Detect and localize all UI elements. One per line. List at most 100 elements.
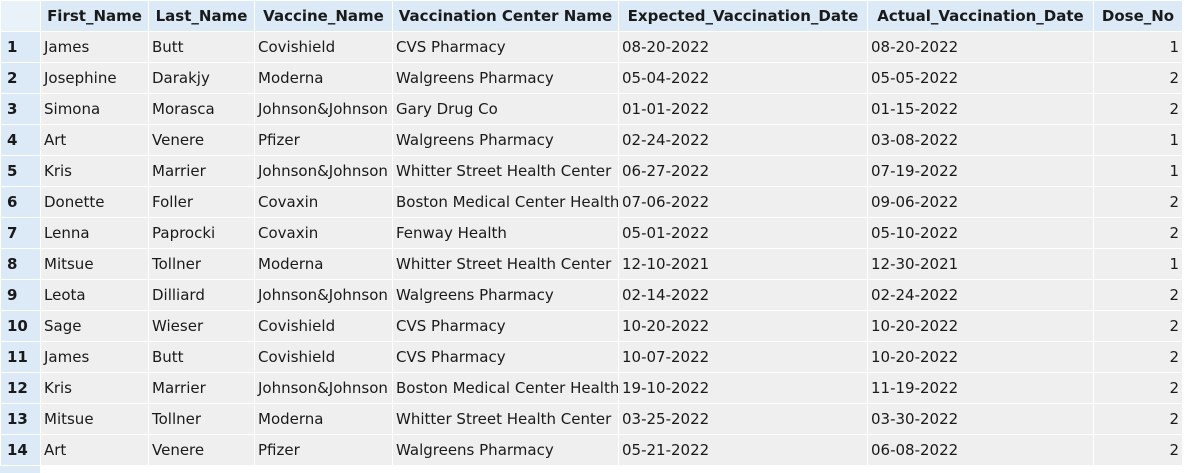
cell-vaccination-center-name[interactable]: Walgreens Pharmacy bbox=[392, 434, 619, 466]
cell-vaccination-center-name[interactable]: CVS Pharmacy bbox=[392, 31, 619, 63]
cell-actual-vaccination-date[interactable]: 03-30-2022 bbox=[867, 403, 1094, 435]
cell-first-name[interactable]: Mitsue bbox=[40, 248, 149, 280]
column-header-last-name[interactable]: Last_Name bbox=[148, 0, 255, 32]
row-number[interactable]: 8 bbox=[0, 248, 41, 280]
table-row[interactable]: 10 Sage Wieser Covishield CVS Pharmacy 10-20-… bbox=[0, 310, 1183, 342]
cell-dose-no[interactable]: 1 bbox=[1093, 31, 1183, 63]
cell-dose-no[interactable]: 1 bbox=[1093, 155, 1183, 187]
cell-vaccination-center-name[interactable]: Boston Medical Center Health bbox=[392, 372, 619, 404]
cell-last-name[interactable]: Paprocki bbox=[148, 217, 255, 249]
column-header-vaccination-center-name[interactable]: Vaccination Center Name bbox=[392, 0, 619, 32]
cell-dose-no[interactable]: 2 bbox=[1093, 279, 1183, 311]
cell-vaccination-center-name[interactable]: Whitter Street Health Center bbox=[392, 155, 619, 187]
cell-expected-vaccination-date[interactable]: 05-04-2022 bbox=[618, 62, 868, 94]
column-header-vaccine-name[interactable]: Vaccine_Name bbox=[254, 0, 393, 32]
cell-first-name[interactable]: Art bbox=[40, 434, 149, 466]
cell-vaccination-center-name[interactable]: Boston Medical Center Health bbox=[392, 186, 619, 218]
table-row[interactable]: 1 James Butt Covishield CVS Pharmacy 08-20-20… bbox=[0, 31, 1183, 63]
cell-dose-no[interactable]: 2 bbox=[1093, 62, 1183, 94]
cell-vaccine-name[interactable]: Pfizer bbox=[254, 434, 393, 466]
cell-vaccination-center-name[interactable]: CVS Pharmacy bbox=[392, 341, 619, 373]
column-header-actual-vaccination-date[interactable]: Actual_Vaccination_Date bbox=[867, 0, 1094, 32]
cell-last-name[interactable]: Butt bbox=[148, 31, 255, 63]
row-number[interactable]: 1 bbox=[0, 31, 41, 63]
cell-dose-no[interactable]: 2 bbox=[1093, 186, 1183, 218]
cell-last-name[interactable]: Tollner bbox=[148, 403, 255, 435]
cell-vaccination-center-name[interactable]: Walgreens Pharmacy bbox=[392, 279, 619, 311]
cell-last-name[interactable]: Marrier bbox=[148, 155, 255, 187]
table-row[interactable]: 5 Kris Marrier Johnson&Johnson Whitter Stree… bbox=[0, 155, 1183, 187]
cell-dose-no[interactable]: 1 bbox=[1093, 248, 1183, 280]
row-number[interactable]: 10 bbox=[0, 310, 41, 342]
table-row[interactable]: 4 Art Venere Pfizer Walgreens Pharmacy 02-24-… bbox=[0, 124, 1183, 156]
cell-expected-vaccination-date[interactable]: 01-01-2022 bbox=[618, 93, 868, 125]
cell-actual-vaccination-date[interactable]: 05-05-2022 bbox=[867, 62, 1094, 94]
row-number-header[interactable] bbox=[0, 0, 41, 32]
cell-last-name[interactable]: Wieser bbox=[148, 310, 255, 342]
cell-last-name[interactable]: Marrier bbox=[148, 372, 255, 404]
cell-first-name[interactable]: Lenna bbox=[40, 217, 149, 249]
cell-expected-vaccination-date[interactable]: 07-06-2022 bbox=[618, 186, 868, 218]
table-row[interactable]: 3 Simona Morasca Johnson&Johnson Gary Drug C… bbox=[0, 93, 1183, 125]
cell-vaccine-name[interactable]: Moderna bbox=[254, 248, 393, 280]
table-row[interactable]: 14 Art Venere Pfizer Walgreens Pharmacy 05-21… bbox=[0, 434, 1183, 466]
cell-vaccine-name[interactable]: Pfizer bbox=[254, 124, 393, 156]
row-number[interactable]: 7 bbox=[0, 217, 41, 249]
cell-expected-vaccination-date[interactable]: 19-10-2022 bbox=[618, 372, 868, 404]
table-row[interactable]: 2 Josephine Darakjy Moderna Walgreens Pharma… bbox=[0, 62, 1183, 94]
column-header-dose-no[interactable]: Dose_No bbox=[1093, 0, 1183, 32]
cell-vaccine-name[interactable]: Covishield bbox=[254, 310, 393, 342]
cell-last-name[interactable]: Venere bbox=[148, 124, 255, 156]
cell-vaccination-center-name[interactable]: CVS Pharmacy bbox=[392, 310, 619, 342]
cell-expected-vaccination-date[interactable]: 02-24-2022 bbox=[618, 124, 868, 156]
table-row[interactable]: 13 Mitsue Tollner Moderna Whitter Street Hea… bbox=[0, 403, 1183, 435]
row-number[interactable]: 4 bbox=[0, 124, 41, 156]
row-number[interactable]: 6 bbox=[0, 186, 41, 218]
row-number[interactable]: 14 bbox=[0, 434, 41, 466]
column-header-expected-vaccination-date[interactable]: Expected_Vaccination_Date bbox=[618, 0, 868, 32]
cell-vaccine-name[interactable]: Covishield bbox=[254, 341, 393, 373]
cell-vaccine-name[interactable]: Covaxin bbox=[254, 217, 393, 249]
column-header-first-name[interactable]: First_Name bbox=[40, 0, 149, 32]
cell-actual-vaccination-date[interactable]: 05-10-2022 bbox=[867, 217, 1094, 249]
cell-actual-vaccination-date[interactable]: 12-30-2021 bbox=[867, 248, 1094, 280]
cell-expected-vaccination-date[interactable]: 10-07-2022 bbox=[618, 341, 868, 373]
cell-expected-vaccination-date[interactable]: 05-01-2022 bbox=[618, 217, 868, 249]
cell-actual-vaccination-date[interactable]: 07-19-2022 bbox=[867, 155, 1094, 187]
cell-last-name[interactable]: Darakjy bbox=[148, 62, 255, 94]
table-row[interactable]: 6 Donette Foller Covaxin Boston Medical Cent… bbox=[0, 186, 1183, 218]
row-number[interactable]: 9 bbox=[0, 279, 41, 311]
cell-actual-vaccination-date[interactable]: 03-08-2022 bbox=[867, 124, 1094, 156]
cell-last-name[interactable]: Foller bbox=[148, 186, 255, 218]
cell-first-name[interactable]: Donette bbox=[40, 186, 149, 218]
cell-last-name[interactable]: Tollner bbox=[148, 248, 255, 280]
cell-vaccination-center-name[interactable]: Walgreens Pharmacy bbox=[392, 124, 619, 156]
table-row[interactable]: 9 Leota Dilliard Johnson&Johnson Walgreens P… bbox=[0, 279, 1183, 311]
cell-vaccine-name[interactable]: Covishield bbox=[254, 31, 393, 63]
cell-dose-no[interactable]: 2 bbox=[1093, 372, 1183, 404]
cell-vaccine-name[interactable]: Moderna bbox=[254, 403, 393, 435]
cell-vaccination-center-name[interactable]: Gary Drug Co bbox=[392, 93, 619, 125]
cell-dose-no[interactable]: 2 bbox=[1093, 403, 1183, 435]
cell-vaccine-name[interactable]: Johnson&Johnson bbox=[254, 93, 393, 125]
row-number[interactable]: 3 bbox=[0, 93, 41, 125]
cell-vaccine-name[interactable]: Johnson&Johnson bbox=[254, 279, 393, 311]
row-number[interactable]: 2 bbox=[0, 62, 41, 94]
cell-first-name[interactable]: Kris bbox=[40, 372, 149, 404]
cell-vaccine-name[interactable]: Johnson&Johnson bbox=[254, 372, 393, 404]
row-number[interactable]: 5 bbox=[0, 155, 41, 187]
cell-vaccination-center-name[interactable]: Walgreens Pharmacy bbox=[392, 62, 619, 94]
cell-dose-no[interactable]: 2 bbox=[1093, 310, 1183, 342]
table-row[interactable]: 11 James Butt Covishield CVS Pharmacy 10-07-2… bbox=[0, 341, 1183, 373]
cell-actual-vaccination-date[interactable]: 11-19-2022 bbox=[867, 372, 1094, 404]
row-number[interactable]: 12 bbox=[0, 372, 41, 404]
cell-expected-vaccination-date[interactable]: 10-20-2022 bbox=[618, 310, 868, 342]
cell-last-name[interactable]: Butt bbox=[148, 341, 255, 373]
cell-vaccination-center-name[interactable]: Whitter Street Health Center bbox=[392, 403, 619, 435]
cell-expected-vaccination-date[interactable]: 12-10-2021 bbox=[618, 248, 868, 280]
cell-vaccination-center-name[interactable]: Whitter Street Health Center bbox=[392, 248, 619, 280]
cell-first-name[interactable]: Simona bbox=[40, 93, 149, 125]
cell-last-name[interactable]: Morasca bbox=[148, 93, 255, 125]
cell-first-name[interactable]: James bbox=[40, 31, 149, 63]
cell-actual-vaccination-date[interactable]: 10-20-2022 bbox=[867, 310, 1094, 342]
